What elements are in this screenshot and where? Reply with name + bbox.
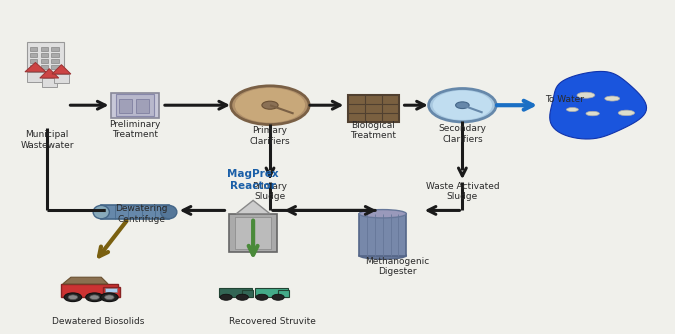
Circle shape bbox=[235, 88, 305, 123]
Bar bbox=[40, 65, 48, 69]
Polygon shape bbox=[40, 69, 59, 78]
Text: Dewatering
Centrifuge: Dewatering Centrifuge bbox=[115, 204, 168, 224]
Bar bbox=[30, 65, 37, 69]
Ellipse shape bbox=[618, 110, 634, 116]
Circle shape bbox=[429, 89, 496, 122]
Bar bbox=[136, 99, 148, 113]
Text: Secondary
Clarifiers: Secondary Clarifiers bbox=[438, 124, 487, 144]
Ellipse shape bbox=[93, 205, 109, 219]
Polygon shape bbox=[63, 277, 108, 284]
Text: To Water: To Water bbox=[545, 95, 585, 104]
Bar bbox=[40, 47, 48, 51]
Bar bbox=[51, 65, 59, 69]
Circle shape bbox=[456, 102, 469, 109]
Circle shape bbox=[256, 294, 268, 300]
Circle shape bbox=[231, 86, 309, 125]
Bar bbox=[255, 288, 288, 297]
Circle shape bbox=[433, 91, 492, 120]
Bar bbox=[116, 94, 154, 116]
Bar bbox=[27, 72, 44, 82]
Circle shape bbox=[262, 101, 278, 109]
Bar bbox=[111, 93, 159, 118]
Bar bbox=[219, 288, 252, 297]
Bar bbox=[235, 217, 271, 249]
Polygon shape bbox=[25, 62, 46, 72]
Polygon shape bbox=[549, 71, 647, 139]
Text: Municipal
Wastewater: Municipal Wastewater bbox=[20, 130, 74, 150]
Bar bbox=[51, 59, 59, 63]
Polygon shape bbox=[236, 200, 270, 214]
Bar bbox=[40, 53, 48, 57]
Text: Primary
Clarifiers: Primary Clarifiers bbox=[250, 126, 290, 146]
Text: MagPrex
Reactor: MagPrex Reactor bbox=[227, 169, 279, 191]
Circle shape bbox=[86, 293, 103, 302]
Bar bbox=[42, 78, 57, 87]
Bar bbox=[27, 42, 64, 72]
Circle shape bbox=[64, 293, 82, 302]
Bar bbox=[359, 214, 406, 256]
Bar bbox=[105, 288, 117, 292]
Bar bbox=[348, 95, 399, 122]
Circle shape bbox=[272, 294, 284, 300]
Text: Waste Activated
Sludge: Waste Activated Sludge bbox=[425, 182, 500, 201]
Circle shape bbox=[101, 293, 118, 302]
Bar bbox=[242, 290, 253, 297]
Text: Dewatered Biosolids: Dewatered Biosolids bbox=[52, 317, 144, 326]
Bar bbox=[101, 205, 169, 219]
Bar bbox=[230, 214, 277, 252]
Bar bbox=[54, 74, 69, 83]
Bar bbox=[51, 47, 59, 51]
Text: Primary
Sludge: Primary Sludge bbox=[252, 182, 288, 201]
Bar bbox=[30, 59, 37, 63]
Bar bbox=[61, 284, 118, 297]
Ellipse shape bbox=[359, 252, 406, 259]
Text: Methanogenic
Digester: Methanogenic Digester bbox=[364, 257, 429, 276]
Ellipse shape bbox=[605, 96, 620, 101]
Ellipse shape bbox=[566, 108, 578, 112]
Bar bbox=[103, 287, 120, 297]
Bar bbox=[30, 47, 37, 51]
Text: Recovered Struvite: Recovered Struvite bbox=[229, 317, 315, 326]
Circle shape bbox=[220, 294, 232, 300]
Ellipse shape bbox=[586, 111, 599, 116]
Bar bbox=[30, 53, 37, 57]
Bar bbox=[51, 53, 59, 57]
Circle shape bbox=[105, 295, 114, 300]
Bar bbox=[119, 99, 132, 113]
Circle shape bbox=[68, 295, 78, 300]
Ellipse shape bbox=[161, 205, 177, 219]
Circle shape bbox=[236, 294, 248, 300]
Ellipse shape bbox=[577, 92, 595, 98]
Text: Preliminary
Treatment: Preliminary Treatment bbox=[109, 120, 161, 139]
Circle shape bbox=[90, 295, 99, 300]
Bar bbox=[40, 59, 48, 63]
Bar bbox=[278, 290, 289, 297]
Ellipse shape bbox=[359, 210, 406, 218]
Polygon shape bbox=[52, 65, 71, 74]
Text: Biological
Treatment: Biological Treatment bbox=[350, 121, 396, 140]
